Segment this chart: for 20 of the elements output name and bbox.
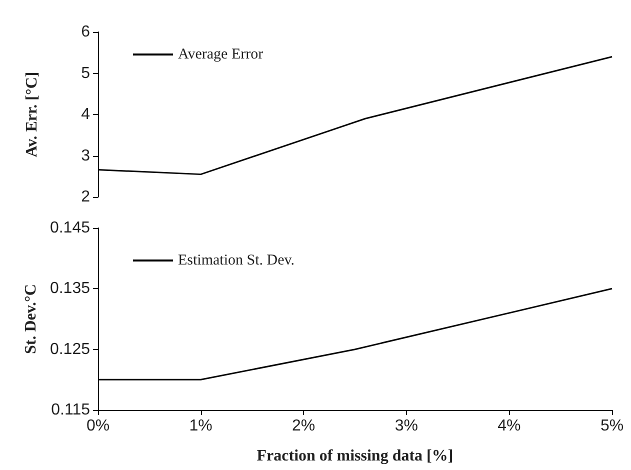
x-tick-label: 1%: [189, 418, 212, 434]
x-axis-title: Fraction of missing data [%]: [256, 448, 454, 464]
y-tick-label: 0.145: [50, 220, 90, 236]
x-tick-label: 0%: [86, 418, 110, 434]
y-axis-title: St. Dev.°C: [22, 284, 40, 354]
legend-label: Estimation St. Dev.: [178, 252, 295, 268]
y-tick-label: 3: [81, 147, 90, 164]
y-tick-label: 0.115: [51, 402, 90, 418]
y-tick-label: 6: [81, 24, 90, 40]
y-tick-label: 5: [81, 64, 90, 82]
x-tick-label: 2%: [292, 418, 316, 434]
y-tick-label: 4: [81, 106, 90, 123]
x-tick-label: 4%: [498, 418, 521, 434]
x-tick-label: 5%: [600, 418, 624, 434]
y-tick-label: 2: [81, 188, 90, 206]
y-tick-label: 0.125: [50, 340, 90, 358]
y-axis-title: Av. Err. [°C]: [24, 72, 40, 158]
x-tick-label: 3%: [394, 418, 418, 434]
y-tick-label: 0.135: [50, 280, 90, 298]
legend-label: Average Error: [178, 46, 264, 62]
